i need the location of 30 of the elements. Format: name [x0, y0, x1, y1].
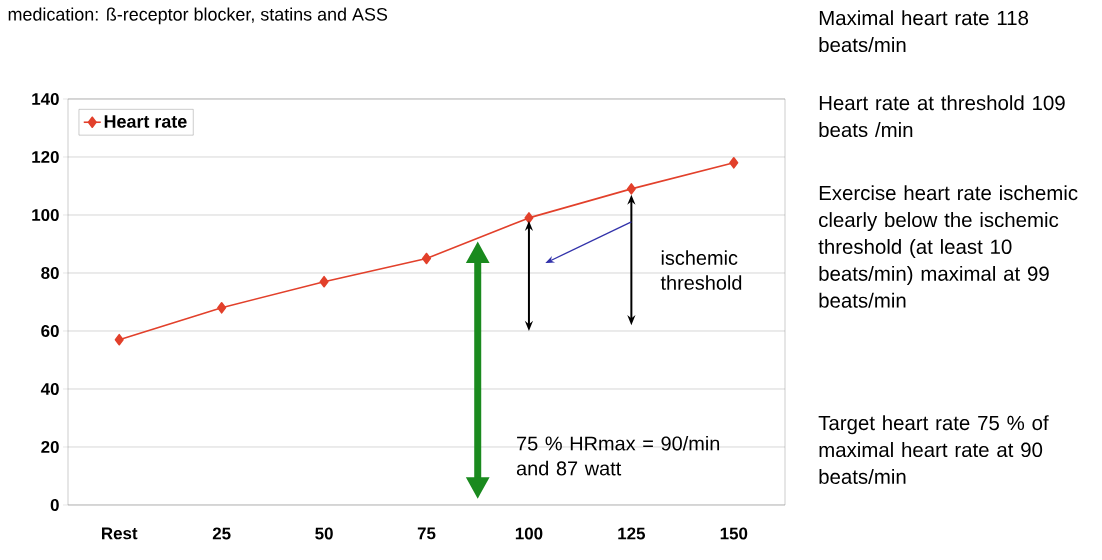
- y-tick-label: 140: [32, 92, 59, 105]
- y-tick-label: 20: [41, 440, 59, 453]
- text: Maximal heart rate 118 beats/min: [819, 10, 1029, 53]
- x-tick-label: 50: [315, 527, 333, 540]
- x-tick-label: 150: [720, 527, 748, 540]
- point: [421, 252, 432, 265]
- x-tick-label: 25: [212, 527, 231, 540]
- y-tick-label: 40: [40, 382, 59, 395]
- point: [114, 333, 124, 346]
- y-tick-label: 100: [32, 208, 59, 221]
- y-tick-label: 120: [32, 150, 59, 163]
- text: Target heart rate 75 % of maximal heart rate at 90 beats/min: [818, 415, 1049, 484]
- annotation: 75 % HRmax = 90/min and 87 watt: [516, 435, 720, 476]
- x-tick-label: 100: [515, 527, 543, 540]
- x-tick-label: 125: [618, 527, 646, 540]
- point: [729, 156, 739, 169]
- y-tick-label: 0: [50, 498, 59, 511]
- annotation: ischemic threshold: [660, 250, 742, 290]
- y-tick-label: 60: [41, 324, 59, 337]
- point: [524, 212, 534, 224]
- point: [626, 183, 636, 195]
- text: Exercise heart rate ischemic clearly below the ischemic threshold (at least 10 beats/min) maximal at 99 beats/min: [818, 185, 1078, 308]
- x-tick-label: 75: [417, 527, 436, 540]
- chart-title: medication: ß-receptor blocker, statins and ASS: [8, 7, 388, 25]
- y-tick-label: 80: [41, 266, 59, 279]
- point: [319, 275, 329, 288]
- x-tick-label: Rest: [102, 527, 138, 540]
- point: [217, 301, 227, 314]
- text: Heart rate at threshold 109 beats /min: [819, 95, 1065, 138]
- legend-label: Heart rate: [104, 115, 187, 128]
